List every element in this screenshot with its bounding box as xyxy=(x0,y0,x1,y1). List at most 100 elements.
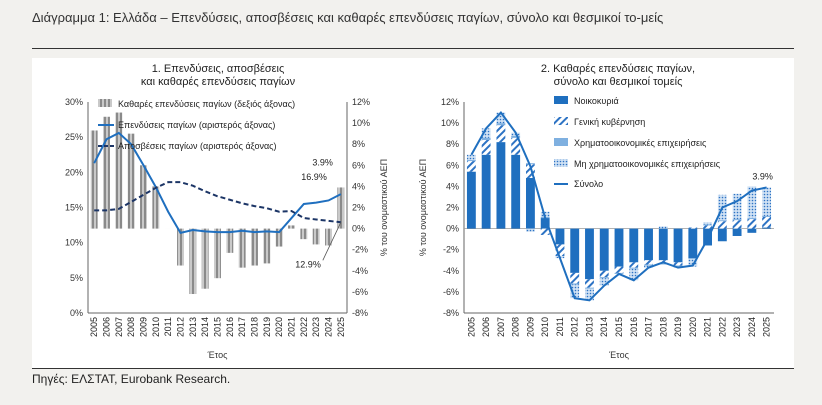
chart-2-legend-government-swatch xyxy=(554,117,568,125)
chart-1-annotation-net: 3.9% xyxy=(312,157,333,167)
chart-2-x-tick: 2022 xyxy=(717,317,727,337)
chart-2-x-tick: 2011 xyxy=(555,317,565,336)
chart-1-bar xyxy=(263,228,271,264)
chart-1-legend-dash-label: Αποσβέσεις παγίων (αριστερός άξονας) xyxy=(118,141,277,151)
chart-2-bar-households xyxy=(526,177,535,229)
chart-1-right-axis-label: % του ονομαστικού ΑΕΠ xyxy=(379,159,389,256)
chart-2-bar-government xyxy=(555,244,565,257)
chart-2-y-tick: 10% xyxy=(441,118,459,128)
chart-2-x-tick: 2009 xyxy=(525,317,535,337)
chart-1-bar xyxy=(214,228,221,279)
chart-2-bar-households xyxy=(614,228,624,267)
chart-2-bar-financial xyxy=(644,264,653,266)
chart-2-bar-nonfinancial xyxy=(570,284,580,299)
chart-2-bar-government xyxy=(747,219,757,229)
chart-2-bar-financial xyxy=(732,219,742,221)
chart-1-x-axis-label: Έτος xyxy=(207,350,228,360)
chart-1-x-tick: 2008 xyxy=(126,317,136,337)
chart-2-x-tick: 2020 xyxy=(688,317,698,337)
chart-2-y-tick: 12% xyxy=(441,97,459,107)
chart-2-bar-households xyxy=(629,228,639,263)
chart-2-y-tick: 6% xyxy=(446,160,459,170)
chart-2-bar-government xyxy=(466,161,476,172)
chart-1-title-line-2: και καθαρές επενδύσεις παγίων xyxy=(141,76,296,88)
chart-2-bar-government xyxy=(585,279,594,288)
chart-2-bar-households xyxy=(762,227,772,229)
chart-2-bar-government xyxy=(717,221,727,229)
chart-2-annotation-total: 3.9% xyxy=(752,171,773,181)
chart-2-y-tick: 8% xyxy=(446,139,459,149)
chart-1-x-tick: 2007 xyxy=(114,317,124,337)
chart-2-bar-nonfinancial xyxy=(629,268,639,281)
chart-2-bar-nonfinancial xyxy=(762,187,772,216)
chart-2-bar-households xyxy=(688,228,698,259)
chart-2-y-axis-label: % του ονομαστικού ΑΕΠ xyxy=(418,159,428,256)
chart-1-x-tick: 2006 xyxy=(102,317,112,337)
chart-2-bar-nonfinancial xyxy=(466,154,476,161)
chart-2-bar-government xyxy=(614,266,624,273)
chart-1-x-tick: 2022 xyxy=(299,317,309,337)
chart-2-bar-government xyxy=(481,139,491,155)
chart-1-bar xyxy=(115,112,123,229)
chart-1-x-tick: 2019 xyxy=(262,317,272,337)
chart-1-bar xyxy=(103,116,110,229)
chart-1-bar xyxy=(127,133,135,229)
chart-2-x-tick: 2017 xyxy=(644,317,654,337)
chart-2-x-axis-label: Έτος xyxy=(608,350,629,360)
chart-2-legend-government-label: Γενική κυβέρνηση xyxy=(574,117,645,127)
chart-2-bar-financial xyxy=(688,258,698,260)
chart-2-x-tick: 2021 xyxy=(703,317,713,337)
chart-1-x-tick: 2009 xyxy=(139,317,149,337)
chart-1-bar xyxy=(300,228,308,240)
chart-1-right-tick: -2% xyxy=(352,245,368,255)
chart-2-bar-financial xyxy=(570,283,580,285)
chart-1-right-tick: 2% xyxy=(352,203,365,213)
chart-1-legend-bar-swatch xyxy=(98,99,112,107)
chart-2-bar-government xyxy=(511,137,521,155)
chart-1-left-tick: 20% xyxy=(65,167,83,177)
chart-2-legend-financial-label: Χρηματοοικονομικές επιχειρήσεις xyxy=(574,138,707,148)
chart-2-legend-nonfinancial-swatch xyxy=(554,159,568,167)
chart-2-bar-financial xyxy=(658,263,668,265)
chart-1-bar xyxy=(275,228,283,247)
chart-2-y-tick: -6% xyxy=(443,287,459,297)
chart-1-bar xyxy=(226,228,234,253)
chart-2-total-line xyxy=(470,110,767,302)
chart-2-legend-financial-swatch xyxy=(554,138,568,146)
chart-2-bar-households xyxy=(540,218,550,229)
chart-2-bar-government xyxy=(703,225,712,229)
chart-2-bar-households xyxy=(644,228,653,261)
chart-1-left-tick: 25% xyxy=(65,132,83,142)
page-title: Διάγραμμα 1: Ελλάδα – Επενδύσεις, αποσβέ… xyxy=(32,10,664,25)
chart-1-right-tick: 12% xyxy=(352,97,370,107)
top-divider xyxy=(32,48,794,49)
chart-1-bar xyxy=(140,165,147,229)
chart-2-bar-households xyxy=(466,171,476,229)
chart-1-legend-bar-label: Καθαρές επενδύσεις παγίων (δεξιός άξονας… xyxy=(118,99,295,109)
chart-2-x-tick: 2024 xyxy=(747,317,757,337)
chart-1-x-tick: 2021 xyxy=(287,317,297,337)
chart-2-bar-households xyxy=(747,228,757,233)
chart-1-left-tick: 30% xyxy=(65,97,83,107)
chart-1-bar xyxy=(312,228,320,245)
chart-2-x-tick: 2015 xyxy=(614,317,624,337)
chart-2-bar-government xyxy=(732,220,742,229)
chart-1-bar xyxy=(90,130,98,229)
chart-2-bar-financial xyxy=(526,163,535,165)
chart-2-bar-government xyxy=(570,272,580,284)
chart-2-bar-households xyxy=(585,228,594,280)
chart-1-left-tick: 15% xyxy=(65,203,83,213)
chart-2-x-tick: 2007 xyxy=(496,317,506,337)
chart-2-bar-nonfinancial xyxy=(703,222,712,225)
chart-1-left-tick: 5% xyxy=(70,273,83,283)
chart-2-bar-nonfinancial xyxy=(658,226,668,229)
chart-1-x-tick: 2014 xyxy=(200,317,210,337)
chart-2-y-tick: 4% xyxy=(446,181,459,191)
chart-2-bar-financial xyxy=(511,135,521,138)
chart-1-x-tick: 2017 xyxy=(237,317,247,337)
chart-panel-2: 2. Καθαρές επενδύσεις παγίων, σύνολο και … xyxy=(406,58,794,368)
chart-1-x-tick: 2012 xyxy=(176,317,186,337)
chart-2-bar-financial xyxy=(585,287,594,289)
chart-2-bar-financial xyxy=(599,277,609,279)
chart-2-bar-government xyxy=(673,262,683,266)
